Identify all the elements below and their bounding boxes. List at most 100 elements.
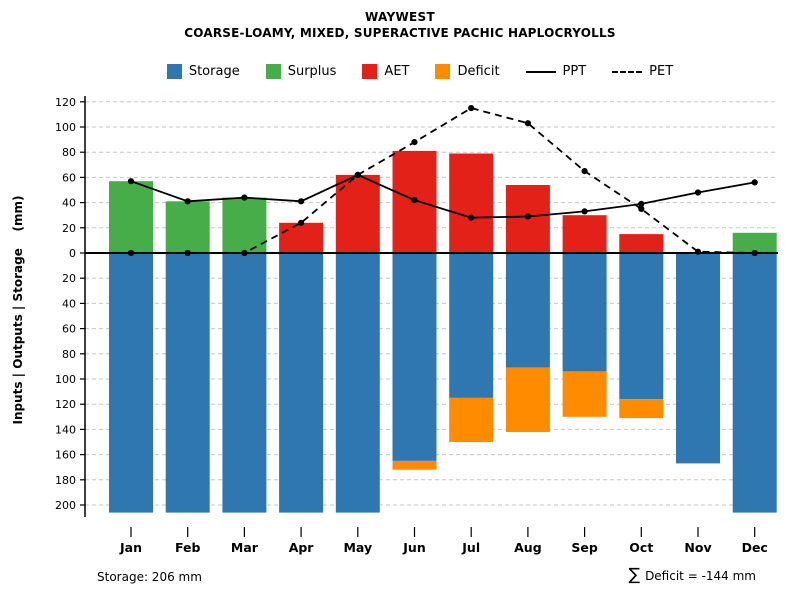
y-tick-label-11: 100: [55, 373, 76, 386]
aet-bar-oct: [619, 234, 664, 253]
legend-marker-ppt-line: [525, 70, 556, 73]
y-tick-label-4: 40: [62, 197, 76, 210]
legend-item-surplus: Surplus: [265, 64, 337, 79]
storage-bar-dec: [732, 253, 777, 513]
y-tick-label-9: 60: [62, 323, 76, 336]
ppt-point-nov: [694, 189, 702, 196]
y-tick-label-7: 20: [62, 272, 76, 285]
aet-bar-may: [335, 174, 380, 253]
y-tick-label-16: 200: [55, 499, 76, 512]
legend-marker-aet-swatch: [362, 64, 378, 79]
legend-label-storage: Storage: [188, 64, 240, 79]
legend-item-pet: PET: [612, 64, 673, 79]
month-label-feb: Feb: [175, 540, 201, 555]
month-label-jun: Jun: [402, 540, 425, 555]
chart-title: WAYWEST: [365, 10, 435, 24]
pet-point-mar: [241, 249, 248, 257]
deficit-bar-oct: [619, 399, 664, 419]
aet-bar-sep: [562, 215, 607, 253]
ppt-point-apr: [298, 198, 305, 205]
y-tick-label-5: 20: [62, 222, 76, 235]
y-tick-label-15: 180: [55, 474, 76, 487]
month-label-oct: Oct: [629, 540, 653, 555]
pet-point-oct: [638, 205, 645, 212]
surplus-bar-feb: [165, 201, 210, 253]
deficit-bar-sep: [562, 371, 607, 417]
deficit-bar-jun: [392, 460, 437, 470]
y-tick-label-3: 60: [62, 171, 76, 184]
month-label-aug: Aug: [514, 540, 542, 555]
storage-bar-mar: [222, 253, 267, 513]
ppt-point-feb: [184, 198, 191, 205]
pet-point-jun: [411, 139, 418, 146]
surplus-bar-jan: [109, 181, 153, 253]
aet-bar-jul: [449, 153, 494, 253]
y-tick-label-10: 80: [62, 348, 76, 361]
chart-legend: Storage Surplus AET Deficit PPT PET: [60, 64, 780, 79]
y-tick-label-12: 120: [55, 398, 76, 411]
ppt-point-jan: [127, 178, 135, 185]
sigma-symbol: ∑: [628, 565, 641, 585]
surplus-bar-dec: [732, 232, 777, 253]
legend-item-aet: AET: [362, 64, 409, 79]
pet-point-jan: [127, 249, 135, 257]
month-label-nov: Nov: [684, 540, 711, 555]
y-tick-label-1: 100: [55, 121, 76, 134]
ppt-point-jul: [468, 214, 475, 221]
y-tick-label-2: 80: [62, 146, 76, 159]
legend-marker-storage-swatch: [166, 64, 182, 79]
month-label-mar: Mar: [231, 540, 259, 555]
month-label-may: May: [343, 540, 372, 555]
storage-bar-jun: [392, 253, 437, 461]
storage-bar-aug: [505, 253, 550, 368]
month-label-apr: Apr: [289, 540, 315, 555]
pet-point-may: [354, 171, 361, 178]
storage-bar-apr: [279, 253, 324, 513]
y-tick-label-8: 40: [62, 297, 76, 310]
legend-item-ppt: PPT: [525, 64, 586, 79]
legend-label-surplus: Surplus: [287, 64, 337, 79]
ppt-point-jun: [411, 197, 418, 204]
chart-subtitle: COARSE-LOAMY, MIXED, SUPERACTIVE PACHIC …: [184, 26, 616, 40]
ppt-point-oct: [638, 200, 645, 207]
legend-marker-pet-line: [612, 70, 643, 73]
legend-label-deficit: Deficit: [457, 64, 500, 79]
y-tick-label-0: 120: [55, 96, 76, 109]
storage-bar-nov: [676, 253, 720, 464]
deficit-total: Deficit = -144 mm: [645, 568, 756, 583]
y-tick-label-13: 140: [55, 423, 76, 436]
y-axis-label: Inputs | Outputs | Storage (mm): [11, 195, 25, 424]
pet-line: [131, 107, 755, 254]
legend-marker-deficit-swatch: [435, 64, 451, 79]
storage-bar-feb: [165, 253, 210, 513]
ppt-point-mar: [241, 194, 248, 201]
storage-bar-may: [335, 253, 380, 513]
month-label-jul: Jul: [461, 540, 480, 555]
pet-point-sep: [581, 168, 588, 175]
month-label-jan: Jan: [119, 540, 142, 555]
ppt-point-sep: [581, 208, 588, 215]
pet-point-aug: [524, 120, 532, 127]
y-tick-label-14: 160: [55, 449, 76, 462]
aet-bar-apr: [279, 222, 324, 253]
legend-marker-surplus-swatch: [265, 64, 281, 79]
deficit-bar-aug: [505, 367, 550, 432]
storage-bar-jan: [109, 253, 153, 513]
y-tick-label-6: 0: [69, 247, 76, 260]
deficit-bar-jul: [449, 397, 494, 442]
storage-bar-oct: [619, 253, 664, 400]
legend-label-pet: PET: [649, 64, 674, 79]
storage-note: Storage: 206 mm: [97, 570, 202, 584]
pet-point-jul: [468, 105, 475, 112]
storage-bar-sep: [562, 253, 607, 372]
pet-point-feb: [184, 249, 191, 257]
surplus-bar-mar: [222, 197, 267, 253]
pet-point-apr: [298, 219, 305, 226]
deficit-note: ∑ Deficit = -144 mm: [629, 567, 756, 584]
pet-point-dec: [751, 249, 758, 257]
legend-item-deficit: Deficit: [435, 64, 500, 79]
ppt-line: [130, 173, 755, 219]
legend-item-storage: Storage: [166, 64, 240, 79]
